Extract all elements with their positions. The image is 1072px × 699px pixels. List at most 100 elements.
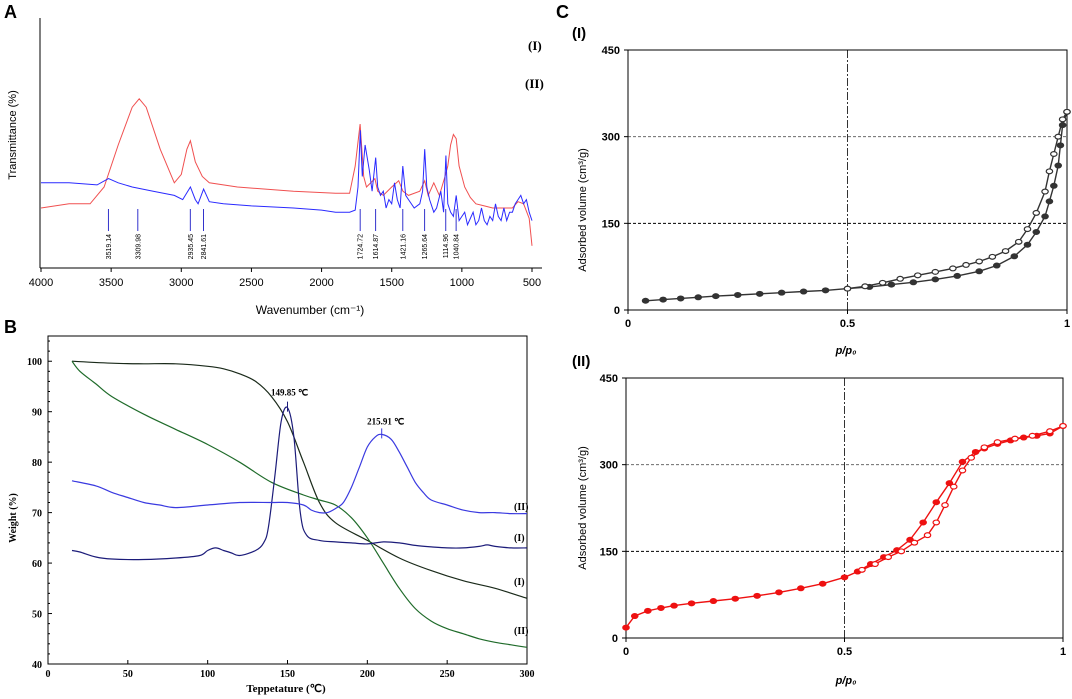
panel-b-y-tick-label: 80 (32, 458, 42, 469)
isotherm-point (993, 439, 1002, 446)
isotherm-point (1054, 133, 1063, 140)
isotherm-point (975, 268, 984, 275)
isotherm-y-tick-label: 450 (602, 45, 620, 57)
panel-c1-y-axis-label: Adsorbed volume (cm³/g) (577, 148, 589, 272)
panel-b-thermal: B Weight (%) Teppetature (℃) 40 50 60 70 80 9… (4, 317, 535, 695)
isotherm-point (775, 589, 783, 596)
panel-a-peak-label: 3309.98 (135, 234, 142, 259)
isotherm-point (799, 288, 808, 295)
isotherm-point (1023, 241, 1032, 248)
isotherm-point (641, 297, 650, 304)
isotherm-point (910, 539, 919, 546)
panel-b-x-tick-label: 0 (46, 669, 51, 680)
isotherm-point (858, 566, 866, 573)
isotherm-x-tick-label: 0.5 (837, 646, 852, 658)
panel-a-x-tick-label: 3000 (169, 277, 193, 289)
panel-b-series-label: (II) (514, 502, 528, 513)
isotherm-point (967, 454, 976, 461)
isotherm-point (980, 444, 989, 451)
isotherm-point (755, 290, 764, 297)
panel-b-x-tick-label: 150 (280, 669, 295, 680)
isotherm-point (676, 295, 685, 302)
panel-a-x-tick-label: 1000 (450, 277, 474, 289)
panel-b-annotation: 149.85 ℃ (271, 388, 308, 398)
panel-a-peak-label: 1040.84 (454, 234, 461, 259)
isotherm-point (1010, 253, 1019, 260)
isotherm-point (1028, 432, 1037, 439)
panel-c2-y-axis-label: Adsorbed volume (cm³/g) (577, 446, 589, 570)
panel-a-series-label: (II) (525, 76, 544, 91)
isotherm-point (931, 276, 940, 283)
panel-c2-x-axis-label: p/p₀ (835, 675, 857, 687)
panel-a-y-axis-label: Transmittance (%) (7, 90, 19, 179)
isotherm-point (1023, 226, 1032, 233)
isotherm-point (818, 580, 827, 587)
panel-b-label: B (4, 317, 17, 337)
isotherm-point (1058, 116, 1067, 123)
isotherm-x-tick-label: 1 (1060, 646, 1066, 658)
isotherm-point (953, 272, 962, 279)
panel-c-label: C (556, 2, 569, 22)
isotherm-point (796, 585, 805, 592)
panel-b-series-line (71, 360, 528, 599)
isotherm-point (909, 279, 918, 286)
isotherm-point (919, 519, 927, 526)
isotherm-adsorption-line (645, 111, 1068, 302)
panel-b-frame (47, 335, 528, 665)
isotherm-point (1032, 209, 1041, 216)
isotherm-point (1046, 428, 1054, 435)
panel-b-x-tick-label: 50 (123, 669, 133, 680)
isotherm-point (932, 499, 941, 506)
panel-b-y-axis-label: Weight (%) (8, 493, 19, 543)
isotherm-point (1059, 422, 1067, 429)
panel-a-peak-label: 1265.64 (422, 234, 429, 259)
panel-b-x-tick-label: 300 (520, 669, 535, 680)
isotherm-point (975, 258, 984, 265)
isotherm-desorption-line (847, 111, 1068, 290)
panel-b-x-tick-label: 100 (200, 669, 215, 680)
panel-a-series-line (41, 130, 533, 227)
panel-b-y-tick-label: 100 (27, 357, 42, 368)
isotherm-point (1014, 238, 1023, 245)
panel-b-series-line (71, 433, 528, 515)
panel-b-series-label: (II) (514, 626, 528, 637)
isotherm-point (878, 279, 887, 286)
isotherm-point (1032, 229, 1041, 236)
isotherm-point (1041, 188, 1049, 195)
isotherm-point (861, 283, 869, 290)
isotherm-point (777, 289, 786, 296)
panel-c1-x-axis-label: p/p₀ (835, 345, 857, 357)
panel-c2-sublabel: (II) (572, 353, 590, 370)
isotherm-point (1050, 151, 1058, 158)
panel-a-x-tick-label: 1500 (379, 277, 403, 289)
panel-b-y-tick-label: 40 (32, 660, 42, 671)
isotherm-point (630, 613, 639, 620)
isotherm-point (840, 574, 849, 581)
isotherm-y-tick-label: 300 (602, 132, 620, 144)
isotherm-point (931, 268, 940, 275)
panel-a-peak-label: 1614.87 (373, 234, 380, 259)
panel-a-peak-label: 2841.61 (201, 234, 208, 259)
panel-a-ftir: A Transmittance (%) Wavenumber (cm⁻¹) 40… (4, 2, 544, 317)
isotherm-point (887, 281, 896, 288)
isotherm-point (733, 291, 742, 298)
isotherm-y-tick-label: 450 (600, 373, 618, 385)
panel-a-x-tick-label: 2000 (309, 277, 333, 289)
isotherm-point (1011, 435, 1019, 442)
panel-a-label: A (4, 2, 17, 22)
isotherm-point (923, 532, 932, 539)
isotherm-point (657, 604, 665, 611)
panel-a-x-axis-label: Wavenumber (cm⁻¹) (256, 303, 365, 317)
panel-a-peak-label: 1421.16 (400, 234, 407, 259)
panel-a-x-tick-label: 4000 (29, 277, 53, 289)
isotherm-point (1041, 213, 1049, 220)
isotherm-point (1056, 142, 1065, 149)
isotherm-point (821, 287, 830, 294)
panel-b-series-label: (I) (514, 533, 525, 544)
isotherm-point (913, 272, 922, 279)
isotherm-point (897, 548, 906, 555)
isotherm-point (884, 554, 893, 561)
panel-a-x-tick-label: 2500 (239, 277, 263, 289)
panel-a-peak-label: 1724.72 (358, 234, 365, 259)
isotherm-point (958, 458, 967, 465)
